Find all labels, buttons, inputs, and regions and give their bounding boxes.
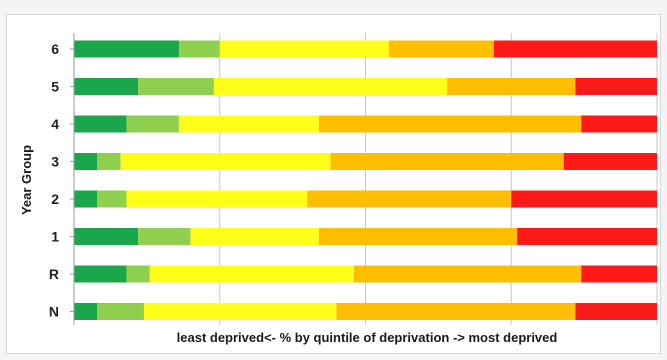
y-axis-label: Year Group — [19, 145, 34, 215]
bar-segment-5-q1 — [74, 78, 139, 95]
bar-segment-1-q3 — [190, 228, 319, 245]
bar-segment-2-q4 — [307, 190, 512, 208]
category-label-R: R — [49, 266, 59, 282]
category-label-3: 3 — [51, 154, 59, 170]
bar-segment-5-q3 — [213, 78, 448, 95]
bar-segment-R-q5 — [581, 265, 657, 283]
bar-segment-4-q3 — [178, 115, 319, 133]
bar-segment-R-q1 — [74, 265, 127, 283]
bar-segment-3-q3 — [120, 153, 331, 170]
category-label-1: 1 — [51, 229, 59, 245]
bar-segment-R-q2 — [126, 265, 150, 283]
bar-segment-6-q4 — [388, 40, 494, 58]
x-axis-label: least deprived<- % by quintile of depriv… — [177, 330, 558, 345]
bar-segment-1-q2 — [138, 228, 191, 245]
bar-segment-2-q3 — [126, 190, 308, 208]
bars — [74, 40, 657, 320]
bar-segment-1-q4 — [318, 228, 518, 245]
bar-segment-6-q1 — [74, 40, 179, 58]
bar-segment-4-q4 — [318, 115, 582, 133]
bar-segment-N-q1 — [74, 303, 98, 320]
category-label-6: 6 — [51, 41, 59, 57]
bar-segment-3-q5 — [563, 153, 657, 170]
category-label-2: 2 — [51, 191, 59, 207]
bar-segment-6-q2 — [178, 40, 220, 58]
bar-segment-N-q4 — [336, 303, 576, 320]
bar-segment-4-q5 — [581, 115, 657, 133]
stacked-bar-chart: 6 5 4 3 2 1 R N Year Group least deprived<- % b… — [19, 33, 658, 345]
bar-segment-N-q5 — [575, 303, 657, 320]
category-label-4: 4 — [51, 116, 59, 132]
category-label-5: 5 — [51, 79, 59, 95]
bar-segment-N-q2 — [97, 303, 144, 320]
bar-segment-1-q5 — [517, 228, 657, 245]
bar-segment-3-q2 — [97, 153, 121, 170]
bar-segment-N-q3 — [143, 303, 337, 320]
category-tick-labels: 6 5 4 3 2 1 R N — [49, 41, 74, 320]
bar-segment-5-q2 — [138, 78, 214, 95]
bar-segment-6-q3 — [219, 40, 389, 58]
bar-segment-4-q2 — [126, 115, 179, 133]
bar-segment-R-q3 — [149, 265, 354, 283]
bar-segment-5-q5 — [575, 78, 657, 95]
chart-frame: 6 5 4 3 2 1 R N Year Group least deprived<- % b… — [6, 14, 661, 354]
bar-segment-5-q4 — [447, 78, 576, 95]
bar-segment-2-q1 — [74, 190, 98, 208]
bar-segment-3-q4 — [330, 153, 564, 170]
bar-segment-6-q5 — [493, 40, 657, 58]
bar-segment-2-q2 — [97, 190, 127, 208]
category-label-N: N — [49, 304, 59, 320]
bar-segment-3-q1 — [74, 153, 98, 170]
bar-segment-4-q1 — [74, 115, 127, 133]
bar-segment-1-q1 — [74, 228, 139, 245]
bar-segment-R-q4 — [353, 265, 582, 283]
bar-segment-2-q5 — [511, 190, 657, 208]
